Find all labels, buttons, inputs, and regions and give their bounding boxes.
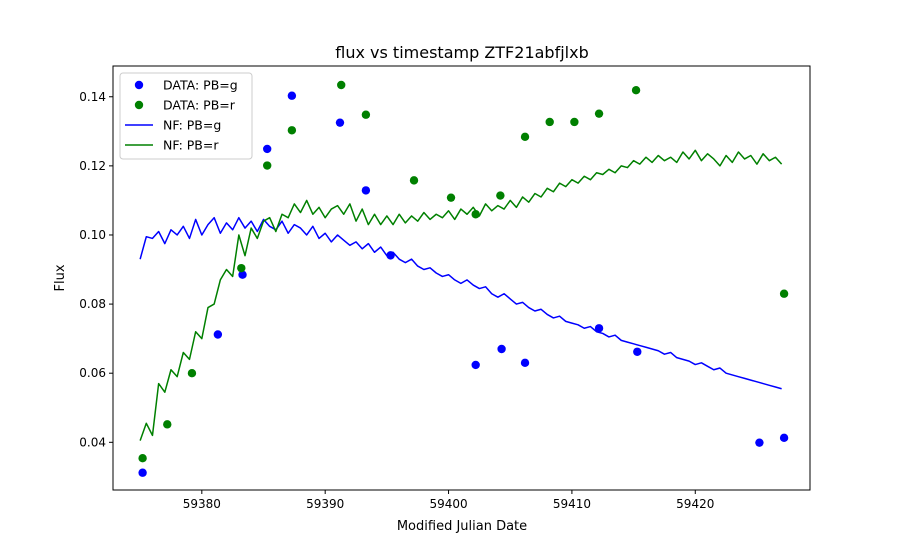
data-point [386, 251, 395, 260]
legend-label: DATA: PB=g [163, 78, 238, 93]
data-point [163, 420, 172, 429]
data-point [409, 176, 419, 185]
data-point [446, 193, 456, 202]
legend-label: DATA: PB=r [163, 98, 236, 113]
x-axis-label: Modified Julian Date [397, 519, 527, 534]
x-tick-label: 59420 [676, 497, 714, 511]
legend-label: NF: PB=r [163, 138, 219, 153]
y-axis-label: Flux [53, 264, 68, 291]
data-point [545, 117, 554, 127]
x-tick-label: 59410 [553, 497, 591, 511]
y-tick-label: 0.08 [79, 297, 106, 311]
data-point [779, 433, 789, 443]
y-tick-label: 0.14 [79, 90, 106, 104]
data-point [520, 358, 530, 368]
chart-title: flux vs timestamp ZTF21abfjlxb [335, 43, 588, 62]
data-point [594, 109, 604, 118]
y-axis: 0.04 0.06 0.08 0.10 0.12 0.14 [79, 90, 113, 449]
y-tick-label: 0.04 [79, 435, 106, 449]
data-point [594, 324, 604, 333]
data-point [237, 263, 246, 273]
y-tick-label: 0.10 [79, 228, 106, 242]
data-point [570, 117, 579, 127]
data-point [238, 270, 247, 279]
data-point [337, 80, 346, 90]
y-tick-label: 0.06 [79, 366, 106, 380]
data-point [497, 344, 506, 354]
data-point [287, 126, 297, 135]
data-point [187, 369, 197, 378]
data-point [471, 360, 480, 370]
data-point [633, 347, 642, 356]
data-point [471, 210, 480, 219]
data-point [213, 330, 223, 339]
data-point [779, 289, 789, 298]
data-point [138, 468, 147, 477]
plot-area [138, 80, 789, 477]
x-tick-label: 59390 [306, 497, 344, 511]
axes-frame [112, 65, 811, 491]
legend-marker [134, 80, 144, 90]
series-line-nf-pb-g [139, 216, 782, 390]
legend-box [119, 72, 253, 160]
x-tick-label: 59380 [183, 497, 221, 511]
data-point [520, 132, 530, 142]
legend-label: NF: PB=g [163, 118, 221, 133]
data-point [361, 186, 371, 195]
data-point [496, 191, 505, 200]
legend: DATA: PB=g DATA: PB=r NF: PB=g NF: PB=r [119, 72, 253, 160]
data-point [631, 85, 641, 95]
data-point [755, 438, 764, 447]
legend-marker [134, 100, 144, 110]
data-point [263, 161, 272, 170]
data-point [335, 118, 345, 127]
y-tick-label: 0.12 [79, 159, 106, 173]
data-point [287, 91, 297, 100]
data-point [263, 144, 272, 154]
data-point [361, 110, 371, 119]
x-tick-label: 59400 [429, 497, 467, 511]
series-line-nf-pb-r [139, 149, 783, 441]
data-point [138, 454, 147, 463]
x-axis: 59380 59390 59400 59410 59420 [183, 490, 714, 511]
